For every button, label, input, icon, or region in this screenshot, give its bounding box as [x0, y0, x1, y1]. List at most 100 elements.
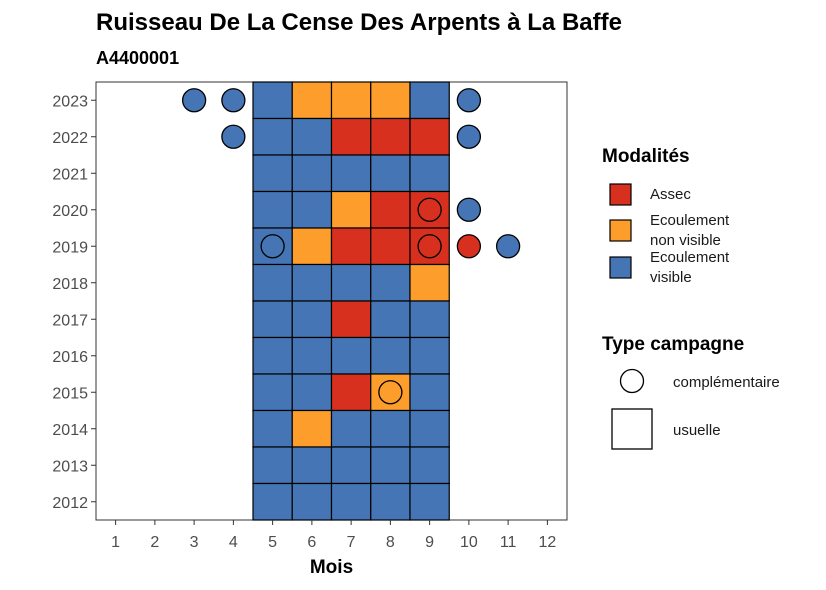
tile-2022-7 [330, 117, 372, 156]
tile-2012-5 [252, 482, 293, 521]
tile-2012-9 [409, 482, 450, 521]
y-tick-label: 2021 [52, 166, 88, 183]
point-2023-4 [221, 88, 246, 113]
legend-modalites-title: Modalités [602, 146, 690, 167]
tile-2023-8 [370, 81, 411, 120]
x-tick-label: 9 [425, 534, 434, 551]
tile-2023-6 [291, 81, 333, 120]
point-2020-10 [456, 197, 482, 222]
tile-2013-5 [252, 446, 293, 485]
x-axis: 1 2 3 4 5 6 7 8 9 10 11 12 [111, 520, 556, 551]
tile-2016-5 [252, 336, 293, 375]
tile-2017-9 [409, 300, 450, 339]
y-tick-label: 2023 [52, 93, 88, 110]
tile-2016-9 [409, 336, 450, 375]
tile-2019-8 [370, 227, 411, 266]
tile-2017-5 [252, 300, 293, 339]
y-axis: 2012 2013 2014 2015 2016 2017 2018 2019 2020 2021… [52, 93, 96, 512]
tile-2015-7 [330, 373, 372, 412]
legend-square [611, 408, 653, 450]
tile-2022-6 [291, 117, 333, 156]
tile-2017-7 [330, 300, 372, 339]
complementaire-points [181, 88, 521, 405]
x-tick-label: 3 [190, 534, 199, 551]
y-tick-label: 2019 [52, 239, 88, 256]
tile-2015-9 [409, 373, 450, 412]
tile-2018-7 [330, 263, 372, 302]
tile-2014-6 [291, 409, 333, 448]
tile-2018-9 [409, 263, 450, 302]
y-tick-label: 2016 [52, 349, 88, 366]
point-2022-4 [221, 124, 246, 149]
x-tick-label: 1 [111, 534, 120, 551]
chart-subtitle: A4400001 [96, 48, 179, 68]
tile-2019-7 [330, 227, 372, 266]
y-tick-label: 2022 [52, 130, 88, 147]
tile-2020-7 [330, 190, 372, 229]
point-2020-9 [417, 197, 442, 222]
point-2023-3 [181, 88, 207, 113]
legend-swatch [609, 183, 632, 206]
tile-2015-5 [252, 373, 293, 412]
usuelle-tiles [252, 81, 450, 521]
tile-2015-6 [291, 373, 333, 412]
tile-2016-8 [370, 336, 411, 375]
legend-circle [619, 368, 645, 394]
tile-2021-9 [409, 154, 450, 193]
legend-label: usuelle [673, 422, 721, 439]
tile-2017-8 [370, 300, 411, 339]
x-tick-label: 12 [538, 534, 556, 551]
tile-2023-9 [409, 81, 450, 120]
point-2019-11 [495, 234, 521, 259]
point-2019-5 [260, 234, 285, 259]
tile-2019-6 [291, 227, 333, 266]
legend-swatch [609, 256, 632, 279]
tile-2014-8 [370, 409, 411, 448]
legend-swatch [609, 219, 632, 242]
x-tick-label: 7 [347, 534, 356, 551]
legend-label: Assec [650, 186, 691, 203]
tile-2012-7 [330, 482, 372, 521]
tile-2016-7 [330, 336, 372, 375]
y-tick-label: 2015 [52, 385, 88, 402]
point-2015-8 [378, 380, 403, 405]
tile-2014-7 [330, 409, 372, 448]
legend-label: non visible [650, 232, 721, 249]
y-tick-label: 2017 [52, 312, 88, 329]
x-tick-label: 2 [150, 534, 159, 551]
tile-2018-6 [291, 263, 333, 302]
tile-2022-5 [252, 117, 293, 156]
tile-2020-8 [370, 190, 411, 229]
tile-2018-8 [370, 263, 411, 302]
x-axis-title: Mois [310, 557, 353, 578]
legend-label: visible [650, 269, 692, 286]
y-tick-label: 2018 [52, 276, 88, 293]
x-tick-label: 11 [500, 534, 517, 551]
y-tick-label: 2013 [52, 458, 88, 475]
tile-2023-7 [330, 81, 372, 120]
point-2022-10 [456, 124, 482, 149]
tile-2021-6 [291, 154, 333, 193]
tile-2013-8 [370, 446, 411, 485]
tile-2014-5 [252, 409, 293, 448]
tile-2016-6 [291, 336, 333, 375]
tile-2023-5 [252, 81, 293, 120]
tile-2017-6 [291, 300, 333, 339]
legend-type-campagne: Type campagne complémentaire usuelle [602, 334, 780, 450]
tile-2014-9 [409, 409, 450, 448]
legend-label: Ecoulement [650, 249, 730, 266]
point-2019-9 [417, 234, 442, 259]
tile-2013-6 [291, 446, 333, 485]
tile-2020-6 [291, 190, 333, 229]
chart-title: Ruisseau De La Cense Des Arpents à La Ba… [96, 9, 622, 36]
tile-2022-8 [370, 117, 411, 156]
point-2023-10 [456, 88, 482, 113]
x-tick-label: 8 [386, 534, 395, 551]
tile-2021-7 [330, 154, 372, 193]
tile-2013-7 [330, 446, 372, 485]
tile-2012-6 [291, 482, 333, 521]
tile-2012-8 [370, 482, 411, 521]
y-tick-label: 2020 [52, 203, 88, 220]
